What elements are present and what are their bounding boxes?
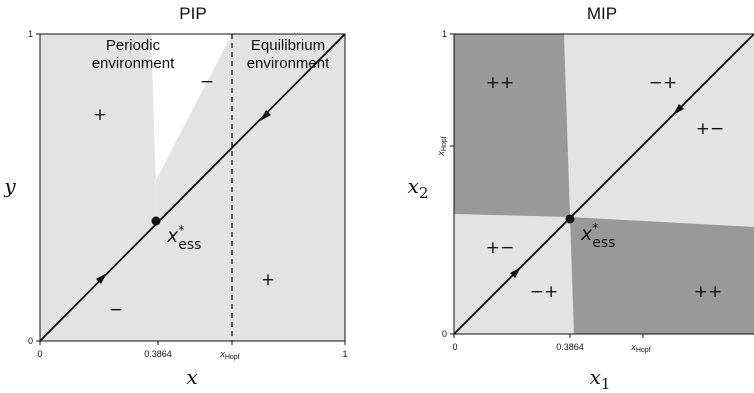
pip-left-shaded-region: [40, 34, 161, 341]
pip-sign-upper-left: +: [93, 105, 107, 125]
mip-sign-mid-left: +−: [486, 238, 515, 258]
pip-ytick-label-0: 0: [28, 336, 33, 346]
mip-xtick-label-0: 0: [452, 342, 457, 352]
pip-panel: PIP x* ess Periodic environment Equilibri…: [3, 4, 347, 389]
pip-xtick-label-1: 1: [342, 349, 347, 359]
mip-sign-top-left: ++: [486, 73, 515, 93]
pip-xtick-label-hopf: xHopf: [219, 349, 239, 361]
mip-dark-region-bottom-right: [570, 217, 754, 334]
mip-x-axis-label: x1: [590, 365, 611, 393]
pip-sign-upper-mid: −: [200, 72, 214, 92]
mip-sign-right-mid: +−: [696, 119, 725, 139]
pip-periodic-label-line2: environment: [92, 55, 175, 72]
mip-xtick-label-03864: 0.3864: [556, 342, 584, 352]
mip-xtick-label-hopf: xHopf: [630, 342, 650, 354]
pip-equilibrium-shaded-region: [232, 34, 345, 341]
pip-sign-lower-right: +: [261, 270, 275, 290]
pip-periodic-label-line1: Periodic: [106, 37, 161, 54]
pip-equilibrium-label-line2: environment: [247, 55, 330, 72]
pip-equilibrium-label-line1: Equilibrium: [251, 37, 325, 54]
mip-sign-bottom-mid: −+: [530, 282, 559, 302]
pip-ess-point: [151, 216, 161, 226]
mip-ytick-label-1: 1: [442, 29, 447, 39]
pip-plot-frame: [39, 33, 346, 342]
mip-ytick-label-0: 0: [442, 329, 447, 339]
mip-arrow-up-icon: [510, 267, 521, 278]
mip-title: MIP: [587, 4, 617, 23]
pip-title: PIP: [179, 4, 206, 23]
mip-ess-label: x* ess: [580, 221, 615, 251]
mip-sign-bottom-right: ++: [694, 282, 723, 302]
mip-diagonal-line: [453, 33, 754, 335]
mip-panel: MIP x* ess ++ −+ +− +− −+ ++ 0 0.3864: [408, 4, 754, 393]
mip-arrow-down-icon: [673, 104, 684, 115]
pip-y-axis-label: y: [3, 174, 16, 198]
pip-ytick-label-1: 1: [28, 29, 33, 39]
mip-dark-region-top-left: [454, 34, 570, 217]
pip-sign-lower-left: −: [109, 300, 123, 320]
mip-sign-top-right: −+: [649, 73, 678, 93]
pip-ess-label: x* ess: [166, 223, 201, 253]
pip-xtick-label-03864: 0.3864: [144, 349, 172, 359]
mip-y-axis-label: x2: [408, 174, 429, 202]
mip-ess-point: [565, 214, 575, 224]
pip-xtick-label-0: 0: [37, 349, 42, 359]
pip-arrow-up-icon: [96, 273, 107, 284]
pip-arrow-down-icon: [260, 110, 271, 121]
mip-ytick-label-hopf: xHopf: [436, 136, 448, 156]
pip-x-axis-label: x: [186, 365, 197, 389]
pip-diagonal-line: [39, 33, 346, 342]
